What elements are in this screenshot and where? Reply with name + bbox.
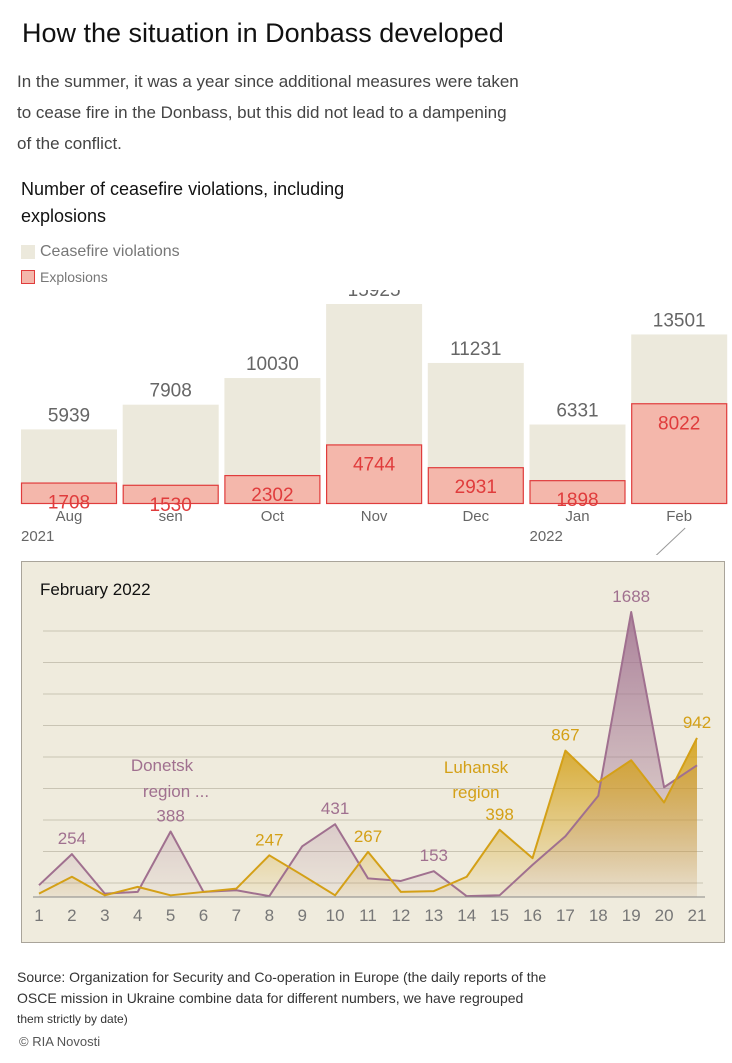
bar-explosions — [631, 403, 728, 505]
source-line: them strictly by date) — [17, 1012, 128, 1026]
legend-item-explosions: Explosions — [21, 269, 108, 285]
legend-swatch-explosions — [21, 270, 35, 284]
area-luhansk — [39, 737, 697, 897]
bar-explosions — [427, 467, 524, 505]
data-label-luhansk: 398 — [485, 805, 513, 824]
legend-label-explosions: Explosions — [40, 269, 108, 285]
bar-explosions — [20, 482, 118, 505]
label-explosions: 1898 — [556, 490, 598, 511]
label-ceasefire-violations: 6331 — [556, 400, 598, 421]
data-label-donetsk: 254 — [58, 829, 86, 848]
bar-explosions — [529, 480, 626, 505]
x-tick-label: 18 — [589, 906, 608, 925]
x-tick-label: 17 — [556, 906, 575, 925]
series-label-luhansk: Luhansk — [444, 758, 509, 777]
legend-label-ceasefire: Ceasefire violations — [40, 243, 180, 260]
x-tick-label: 10 — [326, 906, 345, 925]
x-tick-label: 15 — [490, 906, 509, 925]
february-chart-title: February 2022 — [40, 580, 151, 599]
label-explosions: 8022 — [658, 413, 700, 434]
line-luhansk — [38, 737, 698, 897]
x-tick-label: 11 — [359, 906, 377, 925]
bar-chart-title-line: explosions — [21, 206, 107, 226]
bar-chart-title: Number of ceasefire violations, includin… — [21, 176, 481, 230]
intro-line: of the conflict. — [17, 134, 122, 153]
x-tick-label: 19 — [622, 906, 641, 925]
connector-line — [655, 527, 686, 555]
bar-explosions — [224, 474, 321, 505]
data-label-luhansk: 247 — [255, 830, 283, 849]
intro-line: to cease fire in the Donbass, but this d… — [17, 103, 507, 122]
label-explosions: 1708 — [48, 493, 90, 514]
x-tick-label: 2 — [67, 906, 76, 925]
page-title: How the situation in Donbass developed — [22, 18, 504, 48]
label-explosions: 2302 — [251, 485, 293, 506]
x-tick-label: 21 — [688, 906, 707, 925]
label-ceasefire-violations: 10030 — [246, 354, 299, 375]
x-tick-label: 14 — [457, 906, 476, 925]
intro-line: In the summer, it was a year since addit… — [17, 72, 519, 91]
series-label-luhansk: region — [452, 783, 499, 802]
x-tick-label: 6 — [199, 906, 208, 925]
x-tick-label: Jan — [565, 508, 589, 525]
line-donetsk — [38, 611, 698, 898]
source-note: Source: Organization for Security and Co… — [17, 967, 677, 1030]
x-tick-label: 3 — [100, 906, 109, 925]
data-label-donetsk: 388 — [156, 806, 184, 825]
x-tick-label: 9 — [297, 906, 306, 925]
x-tick-label: 13 — [424, 906, 443, 925]
x-tick-label: Aug — [56, 508, 83, 525]
data-label-donetsk: 1688 — [612, 587, 650, 606]
bar-chart-title-line: Number of ceasefire violations, includin… — [21, 179, 345, 199]
x-tick-label: sen — [159, 508, 183, 525]
data-label-luhansk: 942 — [683, 713, 711, 732]
year-label: 2022 — [530, 528, 563, 545]
label-ceasefire-violations: 7908 — [150, 381, 192, 402]
x-tick-label: Nov — [361, 508, 388, 525]
label-ceasefire-violations: 11231 — [450, 339, 501, 360]
data-label-luhansk: 867 — [551, 726, 579, 745]
x-tick-label: 16 — [523, 906, 542, 925]
x-tick-label: Feb — [666, 508, 692, 525]
label-ceasefire-violations: 5939 — [48, 405, 90, 426]
label-explosions: 1530 — [150, 495, 192, 516]
intro-text: In the summer, it was a year since addit… — [17, 66, 657, 159]
x-tick-label: Oct — [261, 508, 285, 525]
source-line: Source: Organization for Security and Co… — [17, 969, 547, 985]
bar-explosions — [326, 444, 423, 505]
data-label-donetsk: 431 — [321, 799, 349, 818]
x-tick-label: 20 — [655, 906, 674, 925]
bar-explosions — [122, 484, 219, 505]
x-tick-label: 5 — [166, 906, 175, 925]
legend-swatch-ceasefire — [21, 245, 35, 259]
year-label: 2021 — [21, 528, 54, 545]
label-ceasefire-violations: 15925 — [348, 290, 401, 301]
data-label-luhansk: 267 — [354, 827, 382, 846]
data-label-donetsk: 153 — [420, 846, 448, 865]
x-tick-label: 7 — [232, 906, 241, 925]
x-tick-label: 8 — [265, 906, 274, 925]
legend-item-ceasefire: Ceasefire violations — [21, 243, 180, 261]
source-line: OSCE mission in Ukraine combine data for… — [17, 990, 524, 1006]
series-label-donetsk: region ... — [143, 782, 209, 801]
x-tick-label: Dec — [462, 508, 489, 525]
series-label-donetsk: Donetsk — [131, 756, 194, 775]
copyright: © RIA Novosti — [19, 1034, 101, 1049]
x-tick-label: 4 — [133, 906, 142, 925]
label-ceasefire-violations: 13501 — [653, 310, 706, 331]
label-explosions: 4744 — [353, 454, 396, 475]
x-tick-label: 12 — [391, 906, 410, 925]
x-tick-label: 1 — [34, 906, 43, 925]
label-explosions: 2931 — [455, 477, 497, 498]
